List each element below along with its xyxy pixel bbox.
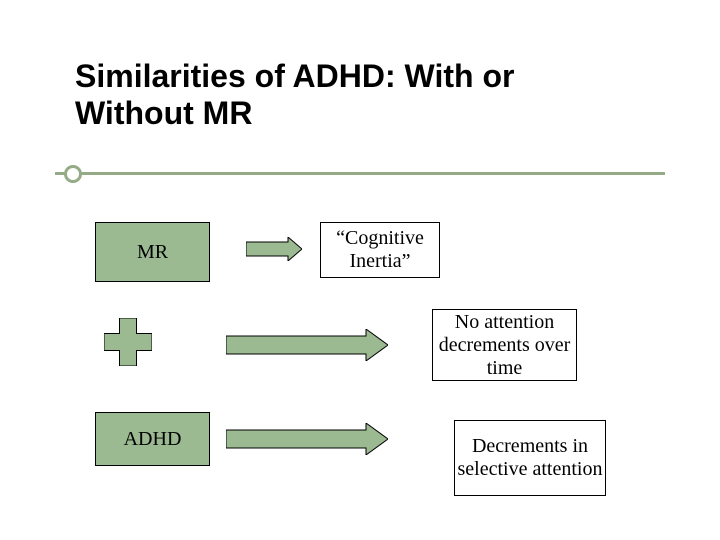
slide: Similarities of ADHD: With or Without MR… <box>0 0 720 540</box>
arrow-adhd-to-decrements <box>226 423 388 455</box>
box-decsel-label: Decrements in selective attention <box>455 435 605 481</box>
box-no-attention: No attention decrements over time <box>432 309 577 381</box>
box-cognitive-inertia: “Cognitive Inertia” <box>320 222 440 278</box>
arrow-mr-to-cognitive <box>246 237 302 261</box>
bullet-dot <box>64 165 82 183</box>
box-cognitive-label: “Cognitive Inertia” <box>321 227 439 273</box>
box-adhd: ADHD <box>95 412 210 466</box>
box-mr-label: MR <box>137 241 168 264</box>
divider-line <box>55 172 665 175</box>
slide-title: Similarities of ADHD: With or Without MR <box>75 58 635 132</box>
box-adhd-label: ADHD <box>124 428 182 451</box>
box-decrements-selective: Decrements in selective attention <box>454 420 606 496</box>
box-mr: MR <box>95 222 210 282</box>
box-noattn-label: No attention decrements over time <box>433 311 576 380</box>
arrow-to-no-attention <box>226 329 388 361</box>
plus-icon <box>104 318 152 366</box>
